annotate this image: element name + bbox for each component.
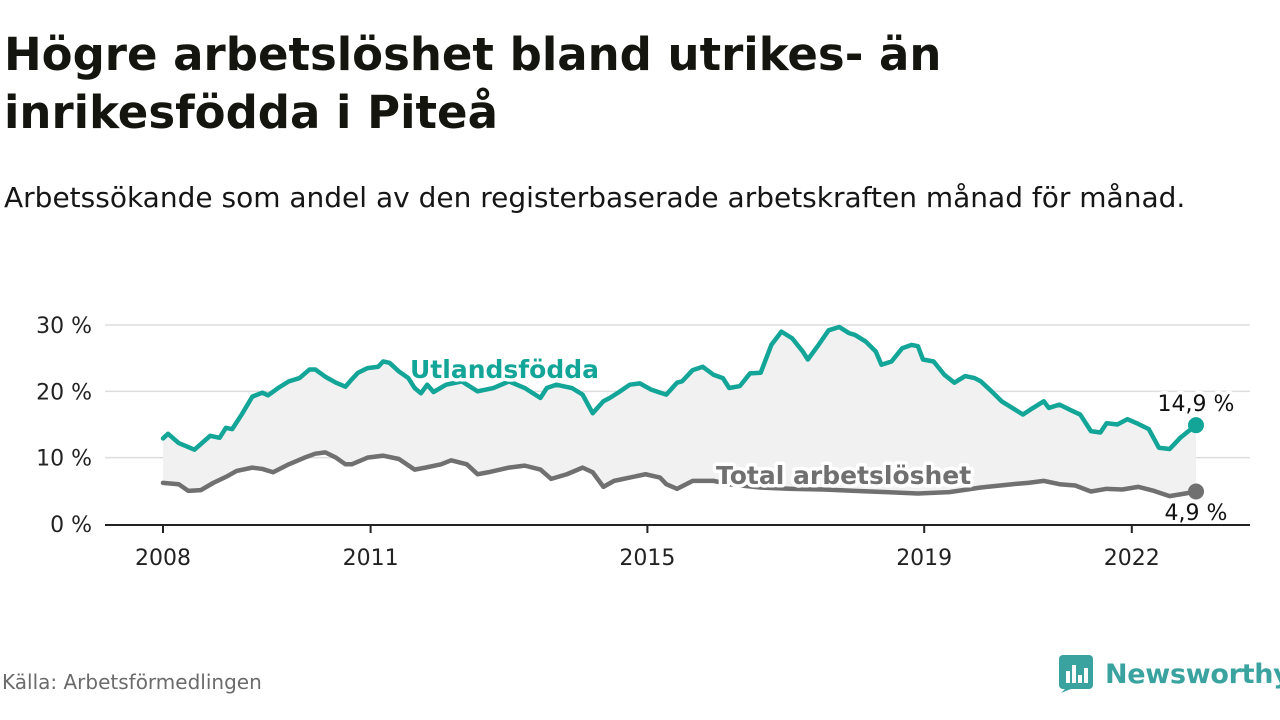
chart-subtitle: Arbetssökande som andel av den registerb… [4, 181, 1186, 214]
brand-name: Newsworthy [1105, 658, 1280, 690]
x-tick-label: 2015 [619, 546, 675, 571]
end-point-foreign [1188, 417, 1204, 434]
series-label-total: Total arbetslöshet [716, 461, 971, 490]
series-line-total [160, 450, 1199, 499]
axes: 0 % 10 % 20 % 30 % 2008 2011 2015 2019 2022 [36, 314, 1250, 571]
end-label-foreign-halo: 14,9 % [1158, 392, 1235, 417]
range-band [163, 326, 1196, 497]
series-label-foreign-halo: Utlandsfödda [410, 355, 599, 384]
y-tick-label: 30 % [36, 314, 92, 339]
source-note: Källa: Arbetsförmedlingen [2, 670, 262, 694]
y-tick-label: 10 % [36, 447, 92, 472]
chart-title: Högre arbetslöshet bland utrikes- än inr… [4, 28, 942, 139]
y-tick-label: 20 % [36, 380, 92, 405]
end-label-total: 4,9 % [1165, 501, 1228, 526]
x-tick-label: 2011 [343, 546, 399, 571]
y-tick-label: 0 % [50, 513, 92, 538]
newsworthy-logo-icon [1059, 655, 1093, 693]
x-tick-label: 2008 [135, 546, 191, 571]
x-tick-label: 2022 [1104, 546, 1160, 571]
end-label-foreign: 14,9 % [1158, 392, 1235, 417]
series-line-foreign [160, 324, 1199, 452]
brand-logo[interactable]: Newsworthy [1059, 655, 1280, 693]
x-tick-label: 2019 [896, 546, 952, 571]
end-point-total [1188, 483, 1204, 500]
range-band-area [163, 326, 1196, 497]
series-lines [160, 324, 1204, 500]
series-label-total-halo: Total arbetslöshet [716, 461, 971, 490]
series-label-foreign: Utlandsfödda [410, 355, 599, 384]
